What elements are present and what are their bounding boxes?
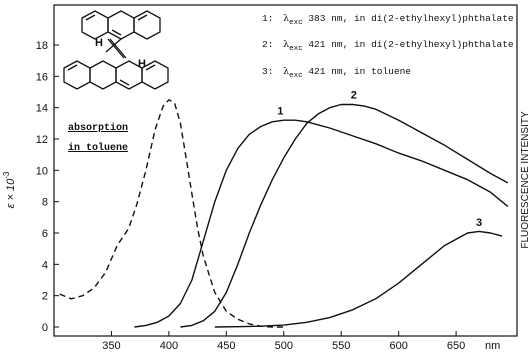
legend-entry-2: 2: λexc 421 nm, in di(2-ethylhexyl)phtha… xyxy=(262,39,514,53)
x-tick-label-600: 600 xyxy=(389,340,407,352)
y-tick-label-6: 6 xyxy=(42,228,48,240)
x-tick-label-550: 550 xyxy=(332,340,350,352)
molecule-structure xyxy=(63,10,169,90)
y-tick-label-2: 2 xyxy=(42,291,48,303)
series-line-fluorescence-2 xyxy=(180,103,509,328)
legend-sub-2: exc xyxy=(289,45,303,53)
legend-sub-3: exc xyxy=(289,72,303,80)
y-tick-label-18: 18 xyxy=(36,40,48,52)
y-tick-label-16: 16 xyxy=(36,71,48,83)
y-tick-label-8: 8 xyxy=(42,197,48,209)
x-axis-unit-label: nm xyxy=(485,340,500,352)
x-tick-label-400: 400 xyxy=(160,340,178,352)
x-tick-label-450: 450 xyxy=(217,340,235,352)
legend-num-2: 2: xyxy=(262,39,273,50)
x-tick-label-350: 350 xyxy=(102,340,120,352)
curve-label-3: 3 xyxy=(476,217,482,229)
y-tick-label-4: 4 xyxy=(42,259,48,271)
annotation-in-toluene: in toluene xyxy=(68,142,128,154)
legend-entry-1: 1: λexc 383 nm, in di(2-ethylhexyl)phtha… xyxy=(262,13,514,27)
legend: 1: λexc 383 nm, in di(2-ethylhexyl)phtha… xyxy=(262,13,514,80)
curve-label-2: 2 xyxy=(351,89,357,101)
legend-num-3: 3: xyxy=(262,66,273,77)
legend-sub-1: exc xyxy=(289,19,303,27)
series-line-fluorescence-1 xyxy=(134,119,509,328)
y-axis-title-right: FLUORESCENCE INTENSITY xyxy=(520,111,531,249)
y-axis-title-exp: -3 xyxy=(2,171,11,179)
legend-rest-3: 421 nm, in toluene xyxy=(303,66,412,77)
hydrogen-label-2: H xyxy=(138,58,146,70)
hydrogen-label-1: H xyxy=(95,37,103,49)
legend-sym-2: λ xyxy=(283,39,289,50)
y-tick-label-10: 10 xyxy=(36,165,48,177)
x-tick-label-500: 500 xyxy=(275,340,293,352)
series-line-fluorescence-3 xyxy=(214,230,503,328)
series-layer xyxy=(59,99,509,328)
y-tick-label-12: 12 xyxy=(36,134,48,146)
legend-rest-2: 421 nm, in di(2-ethylhexyl)phthalate xyxy=(303,39,514,50)
x-tick-label-650: 650 xyxy=(447,340,465,352)
annotation-absorption: absorption xyxy=(68,122,128,134)
legend-sym-3: λ xyxy=(283,66,289,77)
curve-label-1: 1 xyxy=(277,106,283,118)
y-axis-title-base: ε × 10 xyxy=(5,178,17,208)
legend-sym-1: λ xyxy=(283,13,289,24)
y-tick-label-0: 0 xyxy=(42,322,48,334)
curve-label-layer: 1 2 3 xyxy=(277,89,482,229)
legend-rest-1: 383 nm, in di(2-ethylhexyl)phthalate xyxy=(303,13,514,24)
legend-entry-3: 3: λexc 421 nm, in toluene xyxy=(262,66,411,80)
y-tick-label-14: 14 xyxy=(36,103,48,115)
legend-num-1: 1: xyxy=(262,13,273,24)
y-axis-title-left: ε × 10-3 xyxy=(2,171,17,208)
